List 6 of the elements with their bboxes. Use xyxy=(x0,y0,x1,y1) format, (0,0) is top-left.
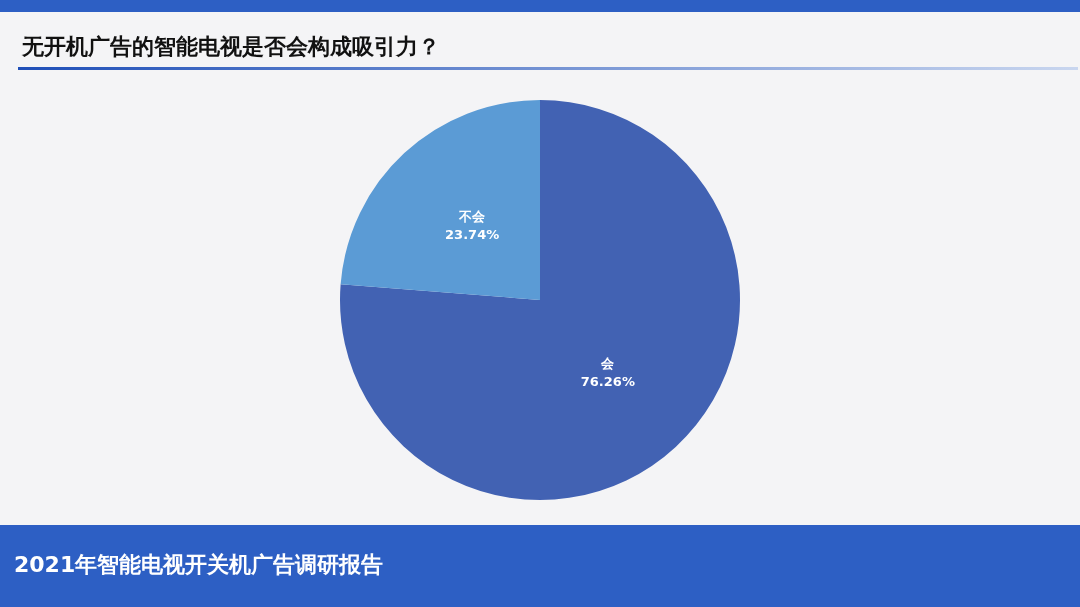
data-label: 76.26% xyxy=(580,373,635,389)
chart-title: 无开机广告的智能电视是否会构成吸引力？ xyxy=(22,33,440,61)
slice-label: 不会 xyxy=(458,208,487,224)
data-label: 23.74% xyxy=(445,226,500,242)
text: 2021年智能电视开关机广告调研报告 xyxy=(14,551,384,579)
slice-label: 会 xyxy=(600,355,616,371)
